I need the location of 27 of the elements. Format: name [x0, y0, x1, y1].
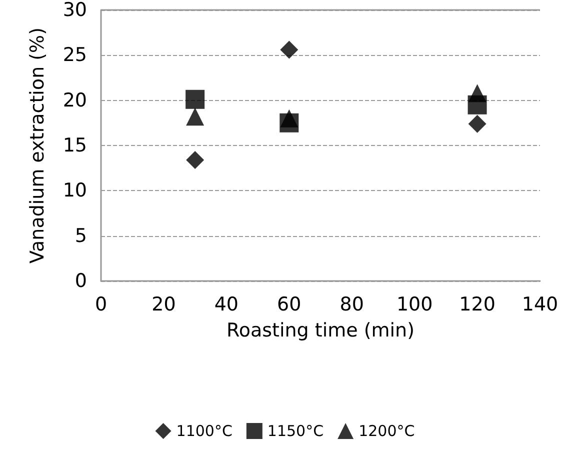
x-tick-label: 20 [152, 294, 176, 316]
point [280, 40, 298, 59]
y-tick-label: 30 [62, 0, 87, 21]
x-tick-label: 0 [94, 294, 108, 316]
x-axis-title: Roasting time (min) [226, 320, 415, 342]
point [186, 108, 204, 126]
point [186, 150, 204, 169]
y-axis-title: Vanadium extraction (%) [26, 27, 48, 264]
x-tick-label: 140 [522, 294, 558, 316]
y-tick-label: 5 [74, 224, 87, 247]
y-tick-label: 0 [74, 270, 87, 292]
x-tick-label: 120 [459, 294, 496, 316]
y-tick-label: 25 [62, 44, 87, 66]
y-tick-label: 15 [62, 134, 87, 156]
point [186, 90, 205, 109]
y-tick-label: 20 [62, 89, 87, 112]
point [280, 109, 298, 128]
legend-label: 1150°C [267, 422, 324, 440]
legend-label: 1200°C [358, 422, 415, 440]
point [468, 84, 486, 102]
x-tick-label: 60 [277, 294, 302, 316]
legend-label: 1100°C [176, 422, 232, 440]
point [468, 114, 486, 133]
x-tick-label: 80 [340, 294, 364, 316]
x-tick-label: 100 [396, 294, 433, 316]
x-tick-label: 40 [214, 294, 239, 316]
y-tick-label: 10 [62, 180, 87, 202]
